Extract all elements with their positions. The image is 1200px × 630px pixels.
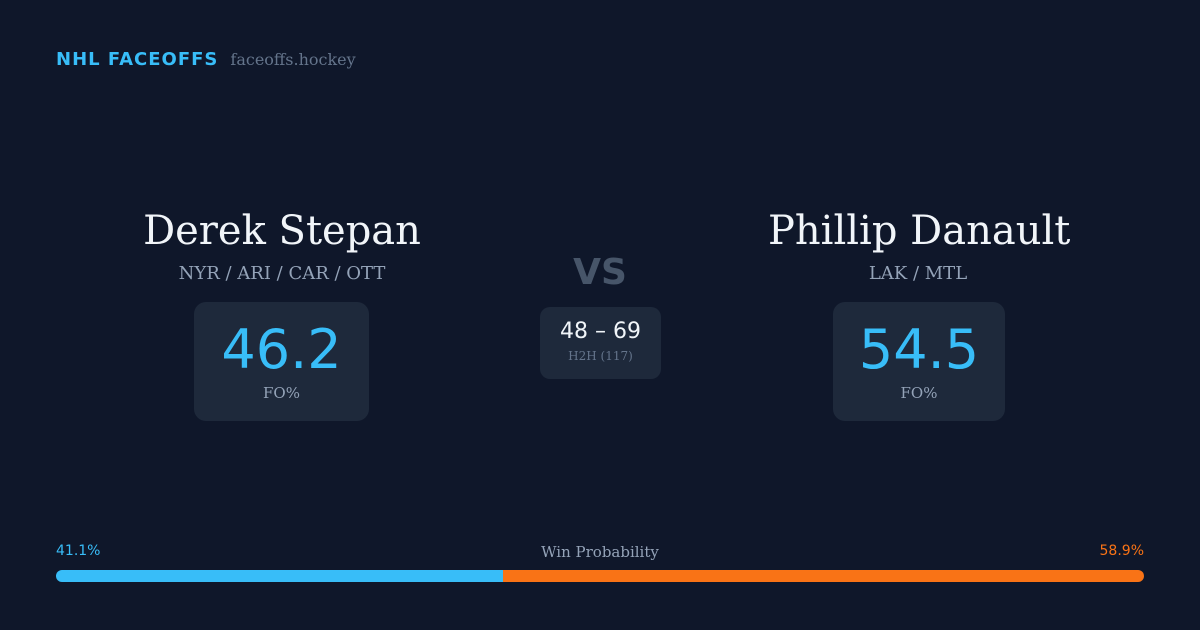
player-left-fo-value: 46.2	[221, 318, 342, 381]
player-right-fo-value: 54.5	[858, 318, 980, 381]
h2h-score: 48 – 69	[560, 319, 641, 344]
player-left-teams: NYR / ARI / CAR / OTT	[178, 263, 386, 284]
win-probability-bar	[56, 570, 1144, 582]
h2h-label: H2H (117)	[568, 349, 633, 363]
player-left: Derek Stepan NYR / ARI / CAR / OTT	[132, 206, 432, 286]
vs-label: VS	[573, 252, 627, 293]
brand-url[interactable]: faceoffs.hockey	[230, 50, 356, 69]
win-probability-labels: 41.1% Win Probability 58.9%	[56, 543, 1144, 563]
win-probability-left-segment	[56, 570, 504, 582]
brand-header: NHL FACEOFFS faceoffs.hockey	[56, 49, 356, 70]
player-left-fo-card: 46.2 FO%	[194, 302, 369, 421]
player-right-fo-label: FO%	[900, 384, 938, 402]
brand-name[interactable]: NHL FACEOFFS	[56, 49, 219, 70]
player-left-fo-label: FO%	[263, 384, 300, 402]
player-right: Phillip Danault LAK / MTL	[768, 206, 1071, 286]
win-probability-right-segment	[503, 570, 1144, 582]
win-probability-left: 41.1%	[56, 543, 101, 559]
win-probability-title: Win Probability	[541, 543, 659, 561]
player-left-name: Derek Stepan	[143, 208, 421, 254]
win-probability-right: 58.9%	[1099, 543, 1144, 559]
h2h-card: 48 – 69 H2H (117)	[540, 307, 661, 379]
player-right-teams: LAK / MTL	[868, 263, 968, 284]
player-right-name: Phillip Danault	[768, 208, 1071, 254]
player-right-fo-card: 54.5 FO%	[833, 302, 1005, 421]
